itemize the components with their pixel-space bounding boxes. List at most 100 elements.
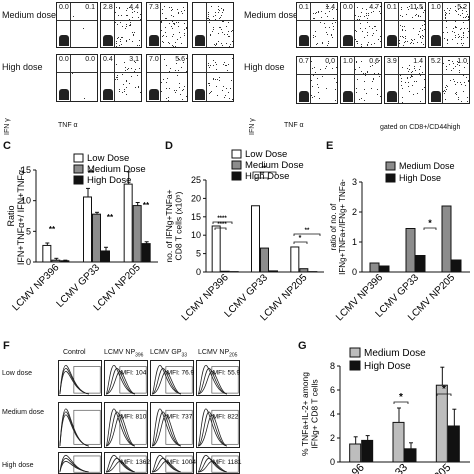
histogram-curve [59, 370, 89, 395]
mfi-label: MFI: 1181 [213, 459, 242, 466]
gate-box [211, 455, 239, 473]
gate-box [119, 455, 147, 473]
y-tick-label: 10 [21, 196, 31, 206]
significance-marker: * [442, 384, 446, 395]
significance-marker: **** [217, 216, 227, 222]
facs-dot-plot: 7.0 5.6 [146, 54, 188, 102]
row-label-high-dose: High dose [244, 62, 285, 72]
histogram-curve [105, 460, 135, 473]
histogram-curve [105, 370, 135, 395]
histogram-plot: MFI: 822 [196, 402, 240, 448]
histogram-curve [59, 460, 89, 473]
category-label: 96 [350, 462, 367, 474]
bar [415, 255, 426, 273]
histogram-curve [151, 457, 181, 473]
col-header-control: Control [63, 349, 86, 356]
row-label-low-dose: Low dose [2, 370, 32, 377]
histogram-curve [105, 364, 135, 395]
significance-bracket [214, 227, 227, 230]
histogram-curve [197, 460, 227, 473]
y-tick-label: 2 [352, 207, 357, 217]
mfi-label: MFI: 822 [213, 413, 239, 420]
bar [405, 228, 416, 273]
histogram-curve [105, 454, 135, 473]
significance-bracket [293, 233, 321, 236]
significance-bracket [212, 221, 233, 224]
significance-bracket [254, 177, 269, 180]
y-axis-label: RatioIFN+TNFα+/ IFN+TNFα- [6, 167, 26, 265]
legend-swatch [231, 171, 242, 181]
legend-label: Low Dose [87, 153, 129, 164]
mfi-label: MFI: 810 [121, 413, 147, 420]
panel-letter-d: D [165, 140, 173, 152]
chart-d: 0 5 10 15 20 25 no. of IFNg+TNFa+CD8 T cells (… [164, 149, 324, 323]
legend-swatch [385, 161, 396, 171]
legend-label: High Dose [364, 361, 411, 372]
y-tick-label: 0 [196, 267, 201, 277]
significance-bracket [436, 393, 452, 396]
facs-dot-plot: 1.0 5.2 [428, 2, 470, 48]
histogram-plot [58, 360, 102, 396]
significance-marker: ** [49, 225, 56, 234]
significance-bracket [423, 227, 437, 230]
histogram-plot [58, 452, 102, 474]
facs-dot-plot: 0.1 11.5 [384, 2, 426, 48]
significance-marker: ** [88, 169, 95, 178]
histogram-curve [59, 414, 89, 447]
bar [361, 439, 374, 463]
bar [447, 425, 460, 463]
histogram-curve [197, 457, 227, 473]
bar [101, 250, 110, 263]
histogram-curve [151, 408, 181, 447]
bar [260, 247, 269, 273]
significance-marker: ** [260, 172, 265, 178]
panel-letter-f: F [3, 340, 10, 352]
bar [92, 213, 101, 263]
y-tick-label: 20 [191, 193, 201, 203]
gate-box [73, 455, 101, 473]
histogram-curve [151, 411, 181, 447]
y-tick-label: 1 [352, 237, 357, 247]
chart-g: 0 2 4 6 8 % TNFa+IL-2+ amongIFNg+ CD8 T cells… [300, 347, 470, 474]
bar [42, 244, 52, 263]
legend-swatch [231, 160, 242, 170]
bar [379, 265, 390, 273]
significance-marker: ** [143, 201, 150, 210]
y-tick-label: 25 [191, 175, 201, 185]
y-tick-label: 3 [352, 177, 357, 187]
row-label-medium-dose: Medium dose [2, 409, 45, 416]
histogram-plot: MFI: 104 [104, 360, 148, 396]
significance-bracket [393, 401, 409, 404]
panel-letter-e: E [326, 140, 334, 152]
y-tick-label: 0 [330, 457, 335, 467]
category-label: 205 [432, 462, 453, 474]
histogram-curve [151, 460, 181, 473]
histogram-plot: MFI: 76.9 [150, 360, 195, 396]
y-tick-label: 8 [330, 361, 335, 371]
y-tick-label: 5 [26, 226, 31, 236]
histogram-curve [105, 457, 135, 473]
y-tick-label: 0 [352, 267, 357, 277]
mfi-label: MFI: 1004 [167, 459, 197, 466]
histogram-curve [151, 364, 181, 395]
histogram-curve [105, 408, 135, 447]
legend-label: Low Dose [245, 149, 287, 160]
histogram-plot: MFI: 810 [104, 402, 148, 448]
histogram-curve [197, 370, 227, 395]
facs-dot-plot: 0.1 1.4 [296, 2, 338, 48]
y-tick-label: 6 [330, 385, 335, 395]
bar [290, 246, 300, 273]
panel-letter-c: C [3, 140, 11, 152]
row-label-medium-dose: Medium dose [2, 10, 57, 20]
significance-marker: ** [305, 228, 310, 234]
bar [299, 268, 309, 273]
legend-label: High Dose [399, 173, 441, 183]
legend-label: Medium Dose [364, 348, 426, 359]
row-label-high-dose: High dose [2, 462, 34, 469]
histogram-plot: MFI: 1362 [104, 452, 150, 474]
bar [404, 448, 417, 463]
histogram-plot: MFI: 1004 [150, 452, 197, 474]
bar [251, 205, 260, 273]
row-label-medium-dose: Medium dose [244, 10, 299, 20]
